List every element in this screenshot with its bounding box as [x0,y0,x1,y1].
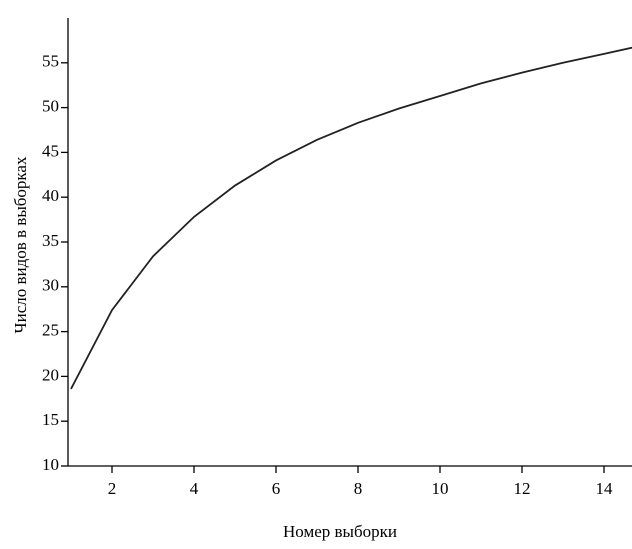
x-tick-label: 6 [272,479,281,498]
y-tick-label: 25 [42,321,59,340]
y-tick-label: 40 [42,186,59,205]
data-line [70,46,632,390]
x-tick-label: 10 [432,479,449,498]
y-tick-label: 35 [42,231,59,250]
y-axis-label: Число видов в выборках [11,156,30,333]
x-tick-label: 4 [190,479,199,498]
y-tick-label: 55 [42,52,59,71]
x-tick-label: 14 [596,479,614,498]
x-tick-label: 2 [108,479,117,498]
y-tick-label: 30 [42,276,59,295]
y-tick-label: 20 [42,365,59,384]
y-tick-label: 10 [42,455,59,474]
x-tick-label: 8 [354,479,363,498]
y-tick-label: 15 [42,410,59,429]
y-tick-label: 50 [42,97,59,116]
x-tick-label: 12 [514,479,531,498]
y-tick-label: 45 [42,141,59,160]
x-axis-label: Номер выборки [283,522,397,541]
